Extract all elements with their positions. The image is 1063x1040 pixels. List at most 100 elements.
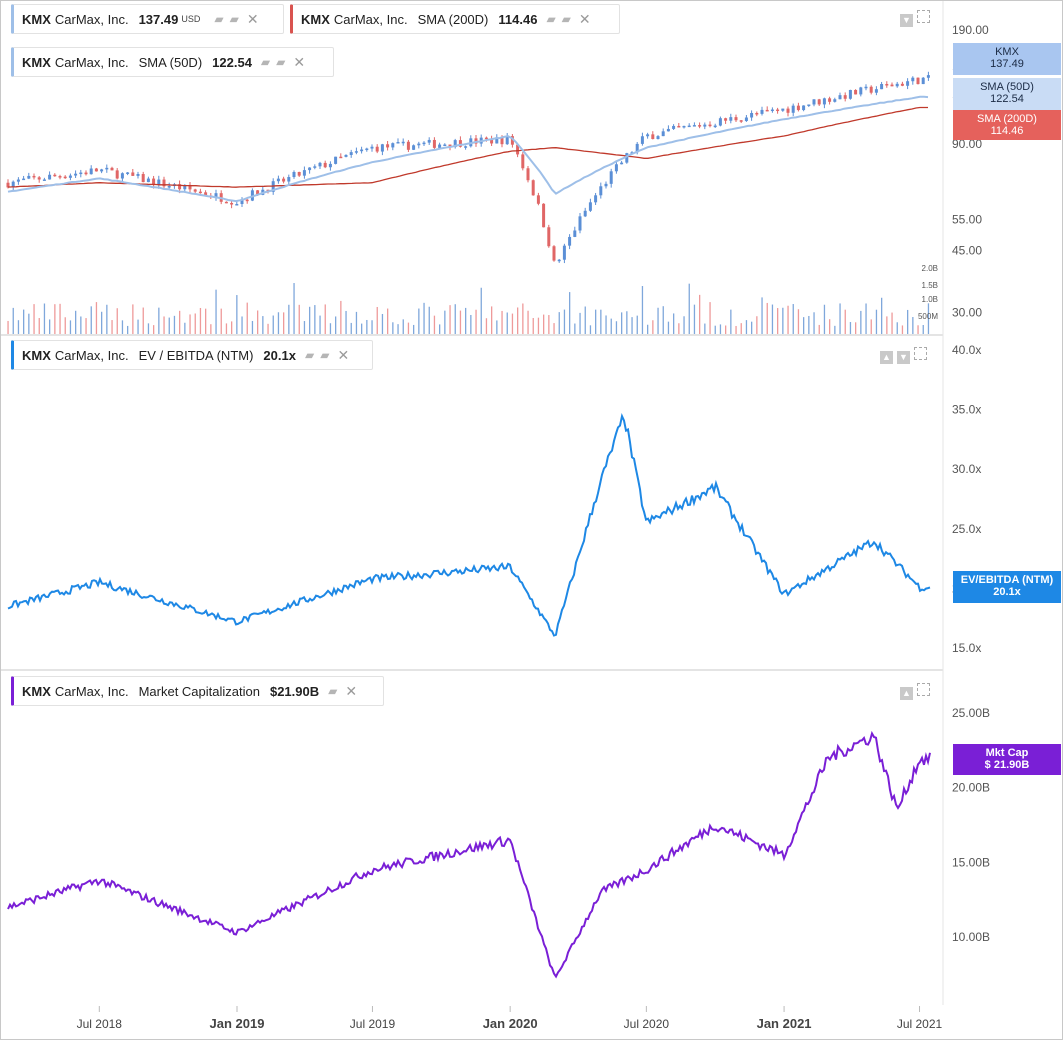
volume-bar [205,308,207,334]
candle-body [37,177,41,180]
close-icon[interactable]: ✕ [246,10,259,27]
move-up-icon[interactable]: ▲ [900,687,913,700]
legend-ev[interactable]: KMX CarMax, Inc. EV / EBITDA (NTM) 20.1x… [11,340,373,370]
candle-body [204,192,208,196]
candle-body [183,184,187,190]
ev-tick-label: 15.0x [952,641,981,655]
settings-icon[interactable]: ▰ [561,12,571,26]
style-icon[interactable]: ▰ [260,55,271,69]
sma50-tag: SMA (50D) 122.54 [953,78,1061,110]
candle-body [500,137,504,145]
close-icon[interactable]: ✕ [337,346,350,363]
candle-body [349,152,353,155]
volume-tick-label: 1.5B [922,281,938,290]
candle-body [412,145,416,150]
move-down-icon[interactable]: ▼ [900,14,913,27]
close-icon[interactable]: ✕ [578,10,591,27]
close-icon[interactable]: ✕ [293,53,306,70]
sma200-tag: SMA (200D) 114.46 [953,110,1061,140]
candle-body [245,199,249,202]
sma200-tag-line1: SMA (200D) [977,113,1037,125]
volume-bar [257,310,259,334]
candle-body [318,162,322,167]
candle-body [328,163,332,168]
price-tick-label: 190.00 [952,23,989,37]
volume-bar [818,324,820,334]
candle-body [760,109,764,114]
settings-icon[interactable]: ▰ [320,348,330,362]
settings-icon[interactable]: ▰ [229,12,239,26]
legend-sma50[interactable]: KMX CarMax, Inc. SMA (50D) 122.54 ▰ ▰ ✕ [11,47,334,77]
candle-body [526,168,530,181]
candle-body [453,140,457,148]
volume-bar [90,306,92,334]
close-icon[interactable]: ✕ [345,682,358,699]
legend-mcap-name: Market Capitalization [138,683,260,699]
volume-bar [808,315,810,334]
candle-body [734,117,738,121]
move-down-icon[interactable]: ▼ [897,351,910,364]
legend-ev-name: EV / EBITDA (NTM) [138,347,254,363]
volume-bar [132,304,134,334]
candle-body [302,170,306,176]
legend-ev-value: 20.1x [263,347,296,363]
volume-bar [610,318,612,334]
volume-bar [699,294,701,334]
candle-body [323,162,327,168]
volume-bar [220,308,222,334]
volume-bar [579,312,581,334]
legend-mcap[interactable]: KMX CarMax, Inc. Market Capitalization $… [11,676,384,706]
volume-bar [548,315,550,334]
x-tick-label: Jul 2019 [350,1017,396,1031]
candle-body [417,143,421,146]
volume-bar [485,318,488,334]
market-cap-line [7,730,931,979]
sma50-tag-line1: SMA (50D) [980,81,1034,93]
style-icon[interactable]: ▰ [214,12,224,26]
volume-bar [917,325,919,334]
sma50-tag-line2: 122.54 [990,93,1024,105]
candle-body [42,179,46,181]
volume-bar [43,303,46,334]
volume-bar [912,317,914,334]
volume-bar [631,317,633,334]
fullscreen-icon[interactable] [914,347,927,360]
candle-body [822,98,826,105]
volume-bar [101,311,103,334]
candle-body [94,168,98,172]
candle-body [334,156,338,164]
volume-bar [901,325,904,334]
settings-icon[interactable]: ▰ [276,55,286,69]
volume-bar [392,322,394,334]
candle-body [620,162,624,165]
candle-body [661,131,665,137]
volume-bar [641,286,644,334]
style-icon[interactable]: ▰ [546,12,556,26]
candle-body [677,125,681,128]
volume-bar [189,314,191,334]
volume-tick-label: 2.0B [922,264,938,273]
candle-body [495,137,499,144]
candle-body [640,136,644,144]
fullscreen-icon[interactable] [917,10,930,23]
candle-body [604,183,608,187]
candle-body [11,181,15,188]
volume-bar [137,319,139,334]
candle-body [791,105,795,113]
move-up-icon[interactable]: ▲ [880,351,893,364]
style-icon[interactable]: ▰ [328,684,338,698]
volume-bar [771,304,774,334]
candle-body [110,167,114,171]
mcap-tag-line2: $ 21.90B [984,759,1030,771]
volume-bar [283,312,285,334]
volume-bar [881,297,883,334]
legend-mcap-value: $21.90B [269,683,320,699]
legend-sma200[interactable]: KMX CarMax, Inc. SMA (200D) 114.46 ▰ ▰ ✕ [290,4,620,34]
legend-price[interactable]: KMX CarMax, Inc. 137.49 USD ▰ ▰ ✕ [11,4,284,34]
volume-bar [236,295,238,334]
fullscreen-icon[interactable] [917,683,930,696]
candle-body [869,86,873,93]
style-icon[interactable]: ▰ [304,348,315,362]
volume-bar [350,322,352,334]
volume-bar [714,325,716,334]
